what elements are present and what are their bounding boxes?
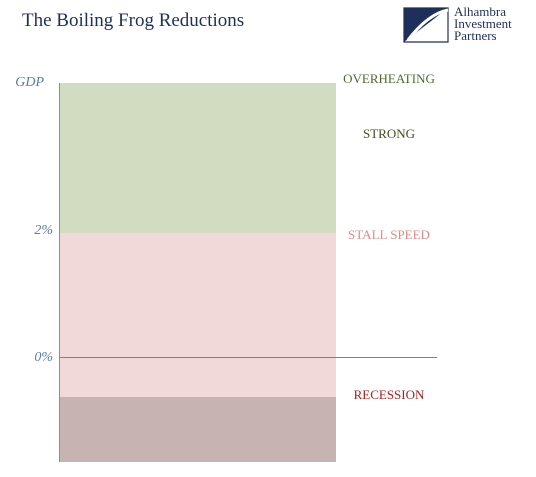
logo-line-3: Partners bbox=[454, 28, 497, 43]
zone-label-strong: STRONG bbox=[362, 126, 415, 141]
logo-line-1: Alhambra bbox=[454, 4, 506, 19]
tick-label-2pct: 2% bbox=[34, 223, 53, 238]
zero-baseline bbox=[60, 357, 437, 358]
recession-zone-band bbox=[60, 397, 336, 462]
logo-mark-icon bbox=[403, 7, 449, 43]
zone-label-recession: RECESSION bbox=[353, 387, 425, 402]
zone-label-stall-speed: STALL SPEED bbox=[348, 227, 430, 242]
company-logo: Alhambra Investment Partners bbox=[402, 4, 532, 48]
y-axis-line bbox=[59, 83, 60, 462]
zone-label-overheating: OVERHEATING bbox=[343, 71, 435, 86]
y-axis-label: GDP bbox=[15, 75, 44, 90]
page-title: The Boiling Frog Reductions bbox=[22, 10, 245, 31]
strong-zone-band bbox=[60, 83, 336, 233]
logo-line-2: Investment bbox=[454, 16, 512, 31]
logo-wordmark: Alhambra Investment Partners bbox=[454, 4, 512, 43]
tick-label-0pct: 0% bbox=[34, 350, 53, 365]
stall-speed-zone-band bbox=[60, 233, 336, 397]
